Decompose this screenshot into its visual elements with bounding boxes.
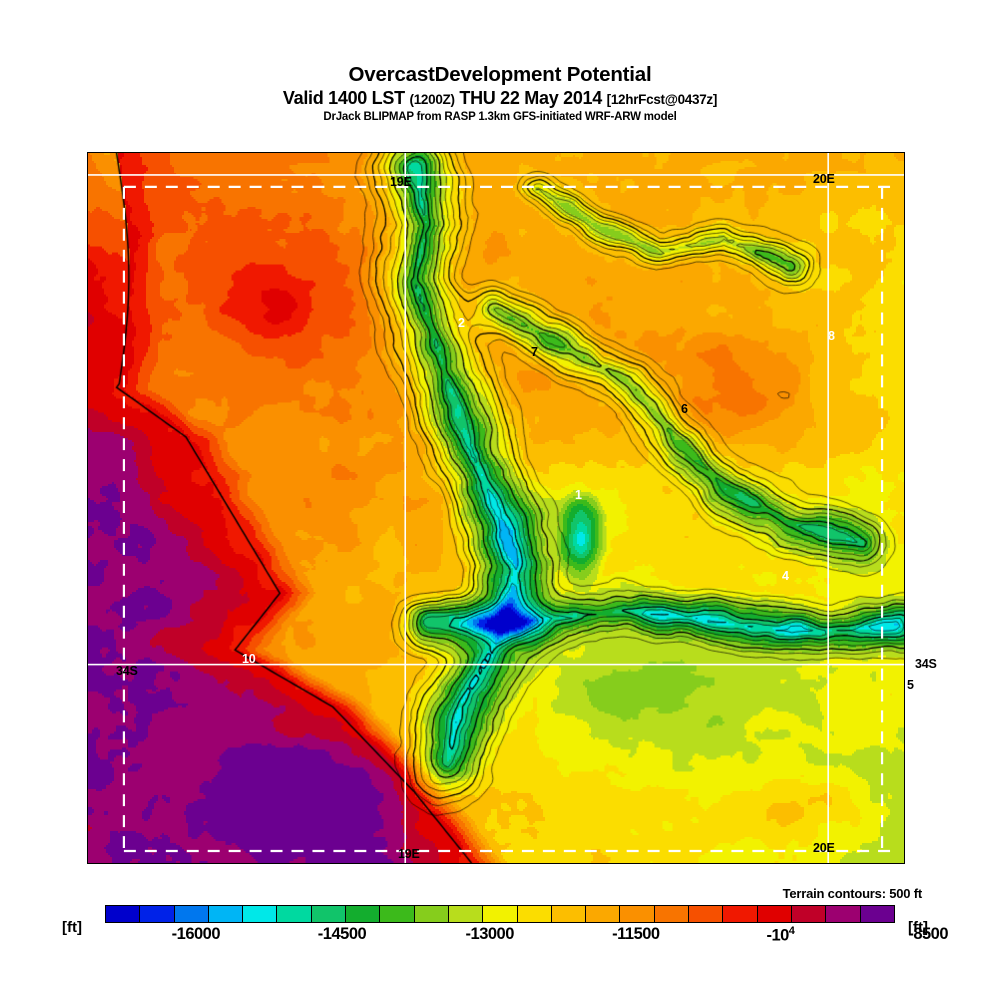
colorbar-tick-1: -14500 [317, 925, 367, 943]
terrain-contour-overlay [88, 153, 904, 863]
colorbar-tick-2: -13000 [465, 925, 515, 943]
colorbar-tick-4: -104 [766, 925, 795, 945]
colorbar-segment-3 [208, 906, 244, 922]
colorbar-segment-22 [860, 906, 894, 922]
terrain-contour-note: Terrain contours: 500 ft [782, 886, 923, 901]
colorbar-segment-9 [414, 906, 449, 922]
colorbar-segment-19 [757, 906, 792, 922]
title-block: OvercastDevelopment Potential Valid 1400… [0, 64, 1000, 123]
model-source-line: DrJack BLIPMAP from RASP 1.3km GFS-initi… [323, 111, 677, 124]
waypoint-4[interactable]: 4 [782, 569, 789, 583]
colorbar-unit-right: [ft] [908, 919, 928, 936]
map-plot[interactable] [87, 152, 905, 864]
colorbar-segment-15 [620, 906, 655, 922]
page-title: OvercastDevelopment Potential [348, 63, 652, 86]
waypoint-7[interactable]: 7 [531, 345, 538, 359]
colorbar-segment-6 [311, 906, 347, 922]
colorbar-segment-17 [689, 906, 724, 922]
lon-19E-bottom: 19E [398, 847, 420, 861]
waypoint-10[interactable]: 10 [242, 652, 256, 666]
colorbar-tick-labels: -16000-14500-13000-11500-104-8500-7000 [105, 925, 949, 953]
waypoint-8[interactable]: 8 [828, 329, 835, 343]
lon-19E-top: 19E [390, 175, 412, 189]
colorbar-segment-12 [517, 906, 552, 922]
waypoint-6[interactable]: 6 [681, 402, 688, 416]
colorbar-tick-0: -16000 [171, 925, 221, 943]
colorbar-segment-5 [277, 906, 312, 922]
valid-time-line: Valid 1400 LST (1200Z) THU 22 May 2014 [… [0, 87, 1000, 108]
map-overlay-graticule [88, 153, 904, 863]
colorbar-unit-left: [ft] [62, 919, 82, 936]
colorbar-segment-0 [106, 906, 141, 922]
lat-34S-left: 34S [116, 664, 138, 678]
colorbar-gradient [105, 905, 895, 923]
colorbar-segment-7 [346, 906, 381, 922]
lon-20E-top: 20E [813, 172, 835, 186]
colorbar-segment-11 [483, 906, 518, 922]
colorbar-segment-1 [140, 906, 175, 922]
colorbar-segment-4 [243, 906, 278, 922]
colorbar-segment-14 [586, 906, 621, 922]
valid-utc: (1200Z) [409, 91, 455, 107]
colorbar-tick-3: -11500 [612, 925, 660, 943]
lon-20E-bottom: 20E [813, 841, 835, 855]
lat-35S-right: 5 [907, 678, 914, 692]
waypoint-1[interactable]: 1 [575, 488, 582, 502]
colorbar-segment-16 [654, 906, 690, 922]
colorbar-segment-20 [791, 906, 827, 922]
colorbar-segment-10 [448, 906, 484, 922]
valid-day: THU 22 May 2014 [459, 87, 602, 108]
colorbar-segment-2 [174, 906, 209, 922]
colorbar-section: [ft] [ft] -16000 -14500 -13000 -11500 -104 -8… [0, 905, 1000, 965]
colorbar-tick-5: -8500 [908, 925, 949, 943]
colorbar-segment-18 [723, 906, 758, 922]
colorbar-segment-21 [826, 906, 861, 922]
forecast-tag: [12hrFcst@0437z] [606, 91, 718, 107]
colorbar-segment-13 [551, 906, 587, 922]
lat-34S-right: 34S [915, 657, 937, 671]
waypoint-2[interactable]: 2 [458, 316, 465, 330]
colorbar-segment-8 [380, 906, 415, 922]
valid-prefix: Valid 1400 LST [282, 87, 405, 108]
